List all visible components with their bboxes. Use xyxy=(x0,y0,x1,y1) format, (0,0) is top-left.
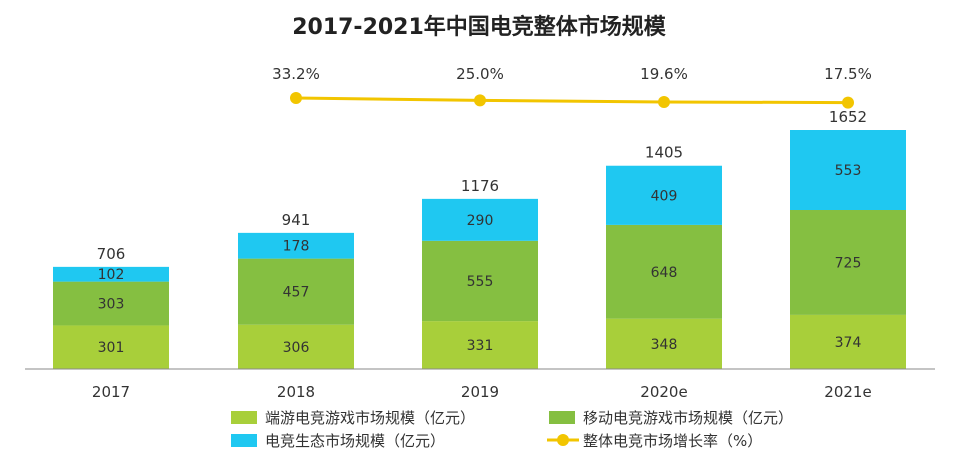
data-label: 648 xyxy=(651,265,678,281)
legend-label: 移动电竞游戏市场规模（亿元） xyxy=(583,409,793,427)
data-label: 457 xyxy=(283,285,310,301)
x-tick-label: 2019 xyxy=(461,383,499,401)
data-label: 303 xyxy=(98,297,125,313)
data-label: 348 xyxy=(651,337,678,353)
chart-title: 2017-2021年中国电竞整体市场规模 xyxy=(292,14,667,40)
growth-rate-line xyxy=(295,96,849,105)
bar-segment xyxy=(606,224,722,319)
x-tick-labels: 2017 2018 2019 2020e 2021e xyxy=(92,383,872,401)
bar-segment xyxy=(422,198,538,241)
legend-label: 端游电竞游戏市场规模（亿元） xyxy=(265,409,475,427)
growth-rate-label: 17.5% xyxy=(824,65,872,83)
data-label: 331 xyxy=(467,338,494,354)
growth-rate-label: 19.6% xyxy=(640,65,688,83)
growth-rate-point xyxy=(474,94,486,107)
legend-label: 整体电竞市场增长率（%） xyxy=(583,432,762,450)
legend-swatch xyxy=(549,411,575,424)
legend-swatch xyxy=(231,411,257,424)
bar-segment xyxy=(422,321,538,369)
growth-rate-point xyxy=(842,96,854,109)
bar-segment xyxy=(53,266,169,282)
total-label: 1405 xyxy=(645,144,683,162)
x-tick-label: 2018 xyxy=(277,383,315,401)
legend-label: 电竞生态市场规模（亿元） xyxy=(265,432,445,450)
bars-layer: 301 303 102 706 306 457 178 941 331 555 290 1176 348… xyxy=(53,108,906,369)
bar-segment xyxy=(238,232,354,259)
bar-segment xyxy=(790,210,906,315)
data-label: 553 xyxy=(835,163,862,179)
bar-segment xyxy=(606,318,722,369)
legend: 端游电竞游戏市场规模（亿元） 移动电竞游戏市场规模（亿元） 电竞生态市场规模（亿元）… xyxy=(231,409,793,450)
data-label: 555 xyxy=(467,274,494,290)
data-label: 306 xyxy=(283,340,310,356)
legend-swatch xyxy=(231,434,257,447)
x-tick-label: 2017 xyxy=(92,383,130,401)
data-label: 301 xyxy=(98,340,125,356)
legend-point-swatch xyxy=(557,434,569,446)
bar-segment xyxy=(53,281,169,326)
total-label: 1652 xyxy=(829,108,867,126)
data-label: 178 xyxy=(283,239,310,255)
bar-segment xyxy=(606,165,722,225)
bar-segment xyxy=(422,240,538,322)
data-label: 102 xyxy=(98,267,125,283)
data-label: 409 xyxy=(651,188,678,204)
bar-segment xyxy=(790,314,906,369)
data-label: 725 xyxy=(835,255,862,271)
total-label: 941 xyxy=(282,211,311,229)
growth-rate-label: 33.2% xyxy=(272,65,320,83)
data-label: 374 xyxy=(835,335,862,351)
growth-rate-layer: 33.2% 25.0% 19.6% 17.5% xyxy=(272,65,872,109)
bar-segment xyxy=(790,130,906,211)
total-label: 1176 xyxy=(461,177,499,195)
data-label: 290 xyxy=(467,213,494,229)
total-label: 706 xyxy=(97,245,126,263)
growth-rate-point xyxy=(658,95,670,108)
growth-rate-point xyxy=(290,92,302,104)
bar-segment xyxy=(53,325,169,369)
growth-rate-label: 25.0% xyxy=(456,65,504,83)
bar-segment xyxy=(238,324,354,369)
x-tick-label: 2020e xyxy=(640,383,687,401)
bar-segment xyxy=(238,258,354,325)
x-tick-label: 2021e xyxy=(824,383,871,401)
